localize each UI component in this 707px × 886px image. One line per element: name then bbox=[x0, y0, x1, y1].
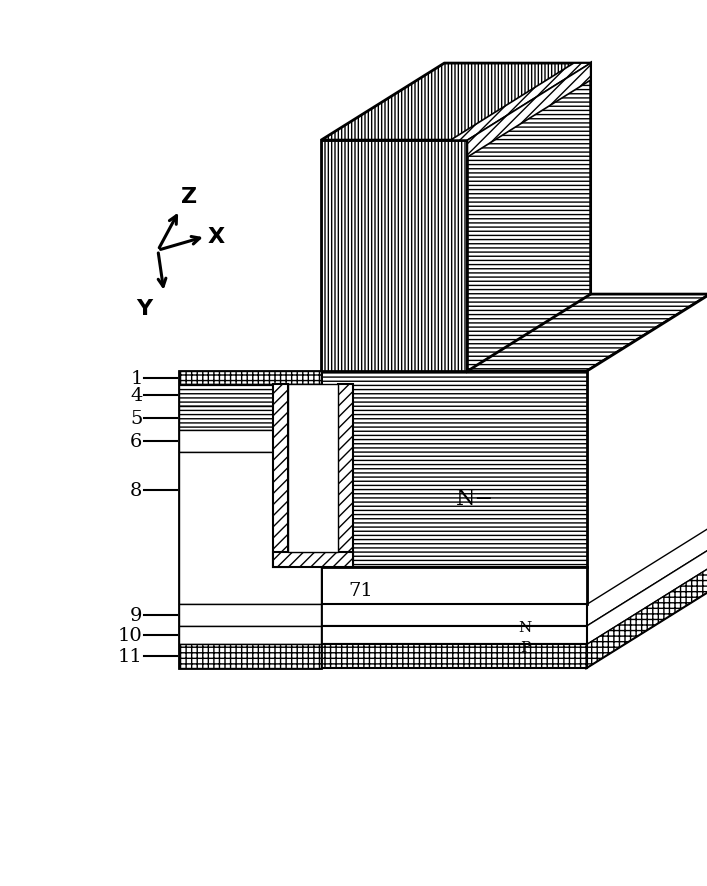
Bar bbox=[273, 552, 354, 568]
Polygon shape bbox=[587, 549, 707, 645]
Text: P: P bbox=[238, 626, 251, 644]
Polygon shape bbox=[321, 64, 590, 141]
Text: N−: N− bbox=[456, 487, 494, 509]
Polygon shape bbox=[467, 64, 590, 371]
Text: 5: 5 bbox=[130, 409, 143, 428]
Bar bbox=[179, 407, 321, 431]
Text: 9: 9 bbox=[130, 607, 143, 625]
Polygon shape bbox=[450, 64, 590, 141]
Bar bbox=[273, 385, 321, 407]
Text: P+: P+ bbox=[210, 386, 240, 405]
Bar bbox=[179, 385, 273, 407]
Bar bbox=[321, 626, 587, 645]
Text: P: P bbox=[234, 409, 247, 428]
Bar bbox=[321, 371, 587, 568]
Text: P: P bbox=[520, 640, 530, 654]
Text: N+: N+ bbox=[281, 384, 315, 401]
Text: N−: N− bbox=[208, 517, 242, 534]
Bar bbox=[321, 645, 587, 668]
Bar bbox=[179, 626, 321, 645]
Bar bbox=[321, 141, 467, 371]
Polygon shape bbox=[587, 528, 707, 626]
Polygon shape bbox=[467, 64, 590, 158]
Text: 11: 11 bbox=[118, 648, 143, 665]
Text: N: N bbox=[235, 607, 252, 625]
Bar bbox=[179, 645, 321, 668]
Bar bbox=[321, 568, 587, 605]
Text: 8: 8 bbox=[130, 482, 143, 500]
Text: Z: Z bbox=[181, 187, 197, 207]
Polygon shape bbox=[321, 295, 461, 371]
Bar bbox=[179, 371, 321, 385]
Bar bbox=[179, 453, 321, 605]
Text: 3: 3 bbox=[313, 408, 326, 426]
Bar bbox=[179, 371, 321, 668]
Bar bbox=[179, 431, 321, 453]
Bar bbox=[288, 385, 338, 552]
Polygon shape bbox=[587, 295, 707, 668]
Text: N: N bbox=[232, 432, 249, 451]
Bar bbox=[321, 605, 587, 626]
Text: 71: 71 bbox=[349, 581, 373, 600]
Polygon shape bbox=[321, 295, 707, 371]
Text: 1: 1 bbox=[130, 369, 143, 387]
Bar bbox=[338, 385, 354, 568]
Text: N: N bbox=[518, 620, 532, 634]
Bar bbox=[273, 385, 288, 568]
Text: 72: 72 bbox=[286, 581, 310, 600]
Text: 6: 6 bbox=[130, 432, 143, 451]
Text: Y: Y bbox=[136, 299, 152, 319]
Text: X: X bbox=[208, 227, 225, 247]
Text: 4: 4 bbox=[130, 386, 143, 405]
Text: 10: 10 bbox=[118, 626, 143, 644]
Polygon shape bbox=[587, 568, 707, 668]
Bar bbox=[179, 605, 321, 626]
